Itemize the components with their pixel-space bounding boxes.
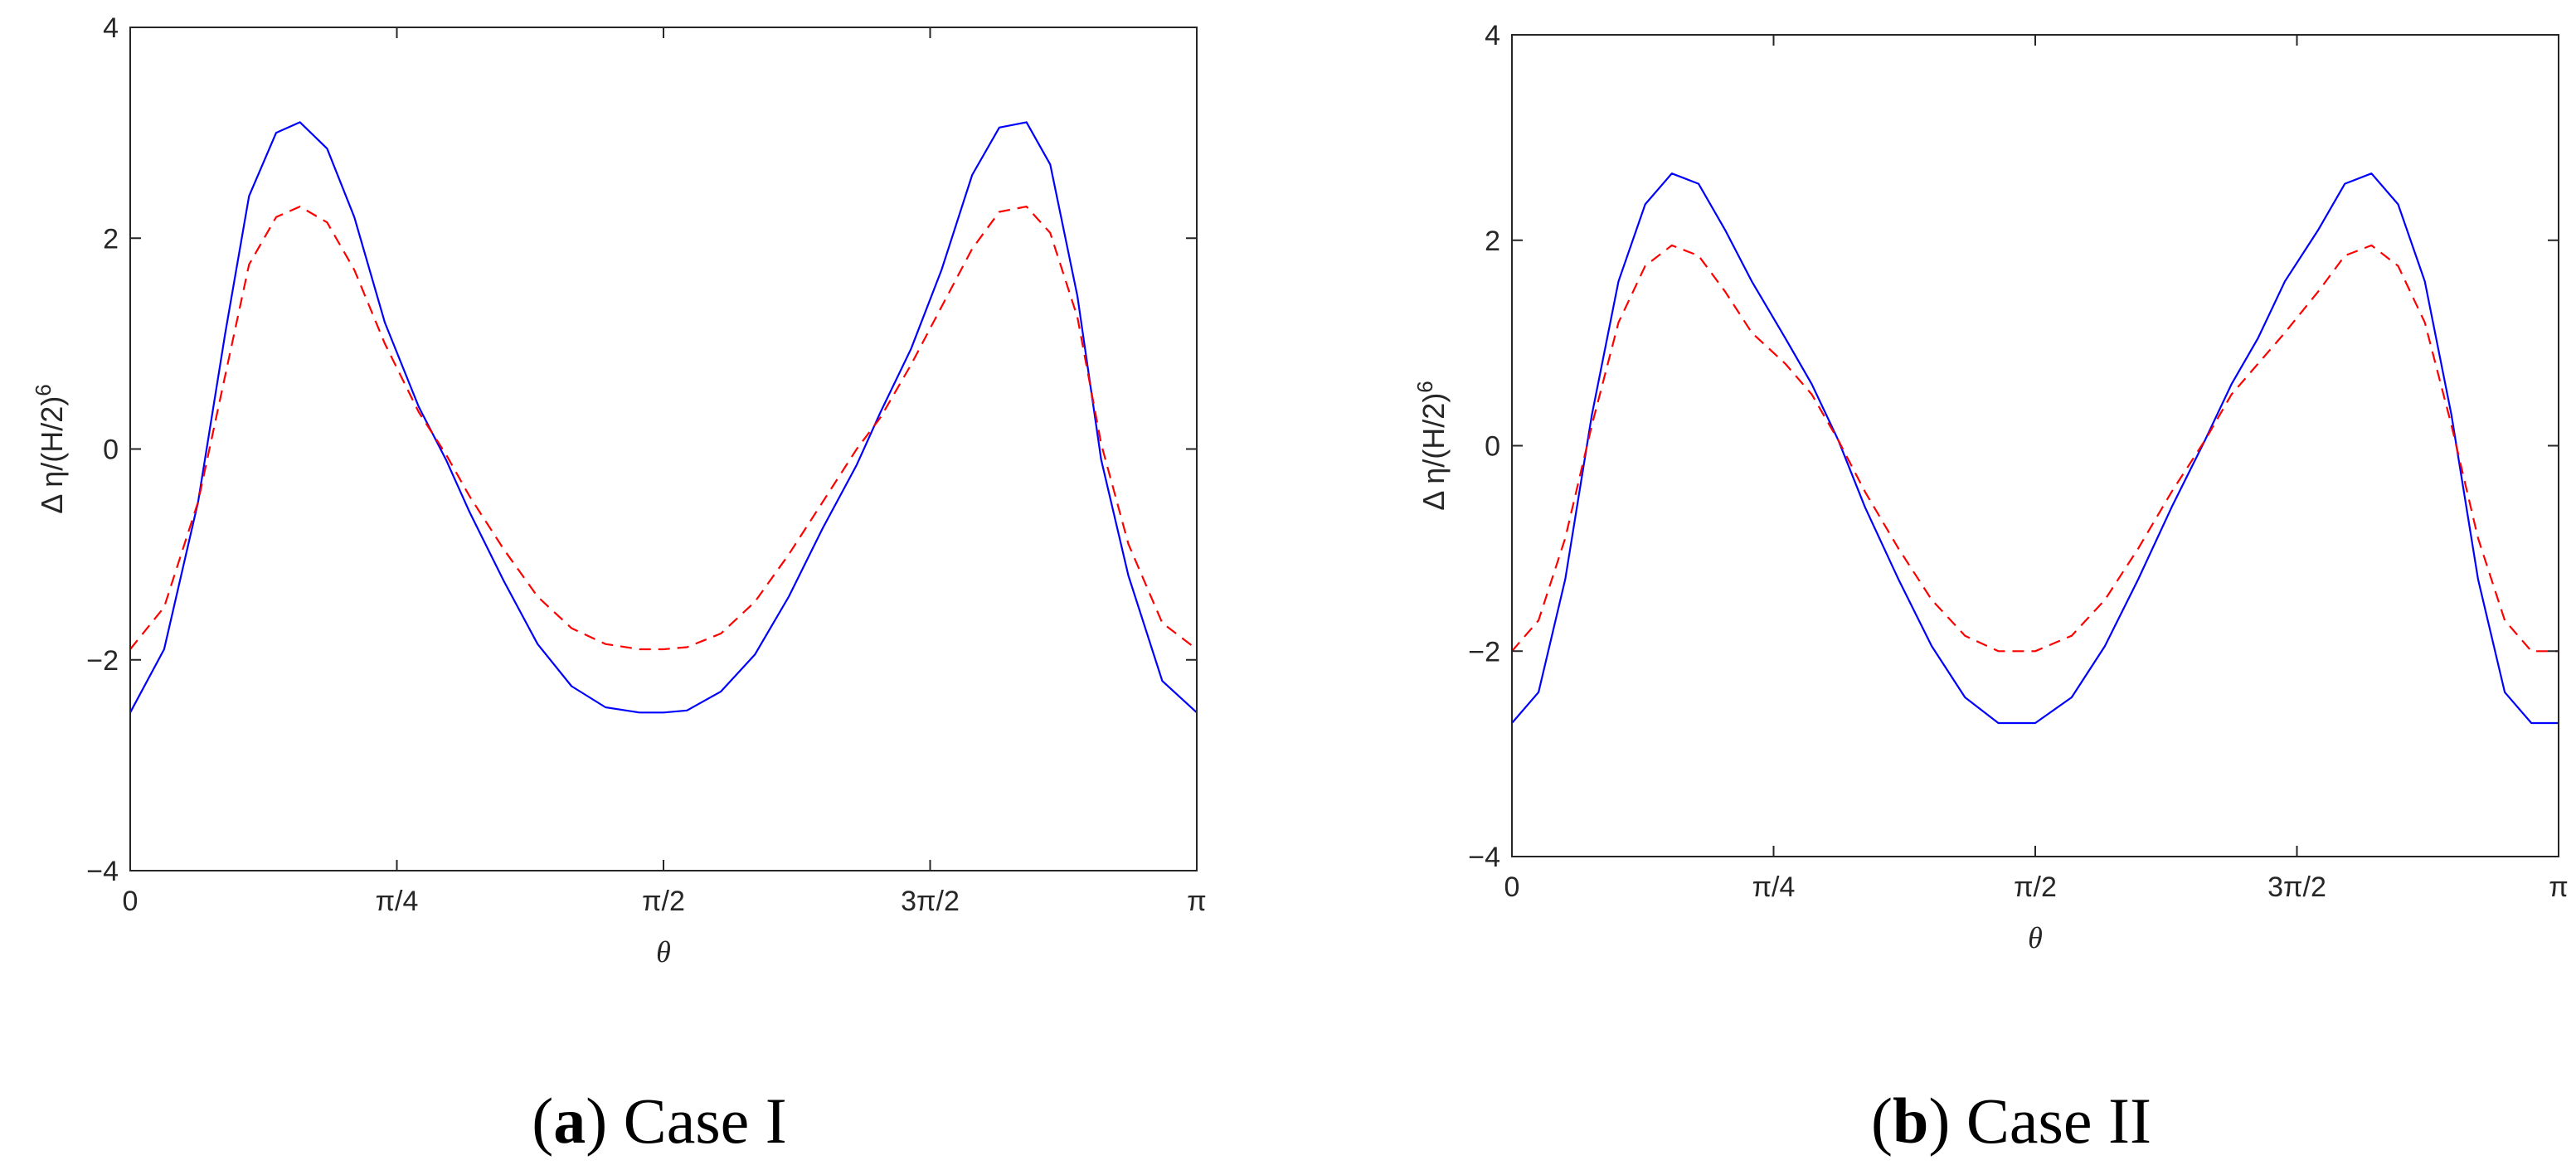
y-tick-label-b: −4 bbox=[1468, 842, 1500, 873]
series-solid-line-b bbox=[1511, 172, 2559, 725]
y-tick-label-a: −4 bbox=[86, 856, 119, 887]
y-axis-label-superscript-a: 6 bbox=[31, 384, 56, 396]
caption-b: (b) Case II bbox=[1871, 1085, 2151, 1157]
y-tick-label-b: −2 bbox=[1468, 636, 1500, 668]
x-tick-label-b: 0 bbox=[1504, 871, 1520, 903]
x-tick-label-b: 3π/2 bbox=[2267, 871, 2326, 903]
series-dashed-line-b bbox=[1511, 244, 2559, 653]
x-tick-label-a: 0 bbox=[123, 886, 139, 917]
chart-panel-b: 0 π/4 π/2 3π/2 π −4 −2 0 2 4 θ Δ η/(H/2)6 bbox=[1412, 20, 2569, 954]
series-dashed-line-a bbox=[129, 206, 1198, 651]
caption-b-letter: b bbox=[1893, 1085, 1928, 1157]
plot-frame-a bbox=[129, 27, 1198, 871]
caption-a-letter: a bbox=[553, 1085, 586, 1157]
y-tick-label-b: 4 bbox=[1485, 20, 1500, 51]
series-solid-line-a bbox=[129, 121, 1198, 714]
y-tick-label-a: −2 bbox=[86, 645, 119, 677]
x-tick-label-b: π bbox=[2549, 871, 2568, 903]
y-axis-label-superscript-b: 6 bbox=[1412, 381, 1437, 392]
y-axis-label-a: Δ η/(H/2)6 bbox=[31, 384, 69, 514]
caption-b-text: Case II bbox=[1966, 1085, 2151, 1157]
y-tick-label-a: 2 bbox=[103, 223, 119, 255]
x-axis-label-b: θ bbox=[2028, 921, 2043, 954]
y-tick-label-b: 0 bbox=[1485, 431, 1500, 463]
y-tick-label-a: 4 bbox=[103, 12, 119, 44]
x-tick-label-a: π/2 bbox=[642, 886, 685, 917]
y-tick-label-a: 0 bbox=[103, 435, 119, 466]
x-tick-label-a: π bbox=[1187, 886, 1206, 917]
y-axis-label-text-b: Δ η/(H/2) bbox=[1417, 393, 1451, 511]
x-tick-label-b: π/2 bbox=[2014, 871, 2057, 903]
y-axis-label-b: Δ η/(H/2)6 bbox=[1412, 381, 1451, 511]
caption-a: (a) Case I bbox=[532, 1085, 787, 1157]
y-axis-label-text-a: Δ η/(H/2) bbox=[35, 396, 69, 514]
y-tick-label-b: 2 bbox=[1485, 226, 1500, 257]
plot-frame-b bbox=[1511, 34, 2559, 857]
x-tick-label-b: π/4 bbox=[1752, 871, 1796, 903]
x-tick-label-a: 3π/2 bbox=[901, 886, 960, 917]
chart-panel-a: 0 π/4 π/2 3π/2 π −4 −2 0 2 4 θ Δ η/(H/2)6 bbox=[31, 12, 1207, 969]
x-tick-label-a: π/4 bbox=[376, 886, 419, 917]
x-axis-label-a: θ bbox=[656, 935, 671, 969]
caption-a-text: Case I bbox=[624, 1085, 787, 1157]
